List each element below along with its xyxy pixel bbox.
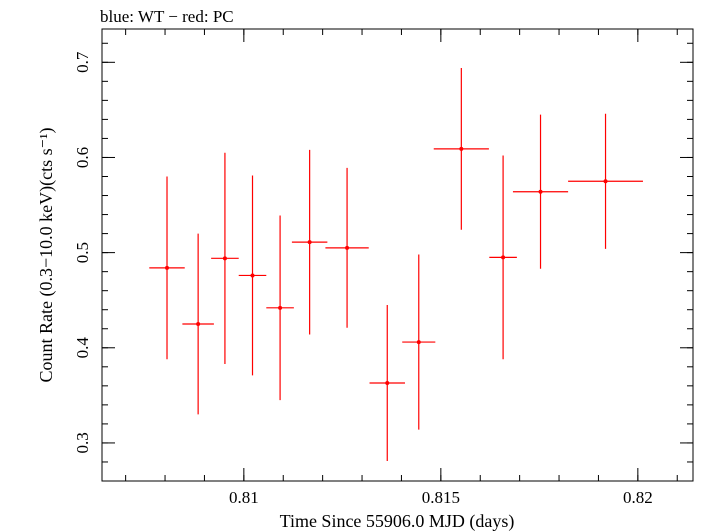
data-point: [149, 176, 185, 360]
data-point: [325, 167, 369, 328]
data-point: [402, 254, 436, 430]
tick-labels: 0.81 0.815 0.82 0.3 0.4 0.5 0.6 0.7: [73, 51, 653, 507]
data-marker: [250, 273, 255, 278]
data-marker: [385, 380, 390, 385]
data-marker: [278, 305, 283, 310]
x-tick-label: 0.82: [623, 488, 653, 507]
y-tick-label: 0.6: [73, 147, 92, 168]
y-tick-label: 0.4: [73, 337, 92, 359]
data-marker: [501, 255, 506, 260]
data-marker: [459, 146, 464, 151]
data-point: [369, 304, 405, 462]
data-point: [182, 233, 214, 415]
data-point: [238, 175, 267, 376]
data-marker: [603, 179, 608, 184]
y-tick-label: 0.7: [73, 51, 92, 73]
data-marker: [196, 321, 201, 326]
plot-frame: [101, 28, 694, 482]
data-point: [211, 152, 239, 364]
x-tick-label: 0.81: [229, 488, 259, 507]
minor-ticks: [102, 29, 693, 482]
data-marker: [416, 340, 421, 345]
x-axis-label: Time Since 55906.0 MJD (days): [280, 511, 515, 532]
data-point: [433, 68, 489, 230]
chart-title: blue: WT − red: PC: [100, 7, 234, 26]
y-axis-label: Count Rate (0.3−10.0 keV)(cts s⁻¹): [36, 127, 57, 382]
data-marker: [222, 256, 227, 261]
data-points: [149, 68, 643, 462]
x-tick-label: 0.815: [422, 488, 460, 507]
data-point: [291, 149, 328, 335]
data-point: [489, 155, 517, 360]
data-marker: [345, 245, 350, 250]
data-marker: [307, 240, 312, 245]
y-tick-label: 0.5: [73, 242, 92, 263]
data-point: [266, 215, 294, 401]
y-tick-label: 0.3: [73, 432, 92, 453]
data-marker: [165, 265, 170, 270]
data-point: [512, 114, 569, 269]
data-point: [568, 113, 643, 249]
data-marker: [538, 189, 543, 194]
major-ticks: [102, 29, 693, 481]
